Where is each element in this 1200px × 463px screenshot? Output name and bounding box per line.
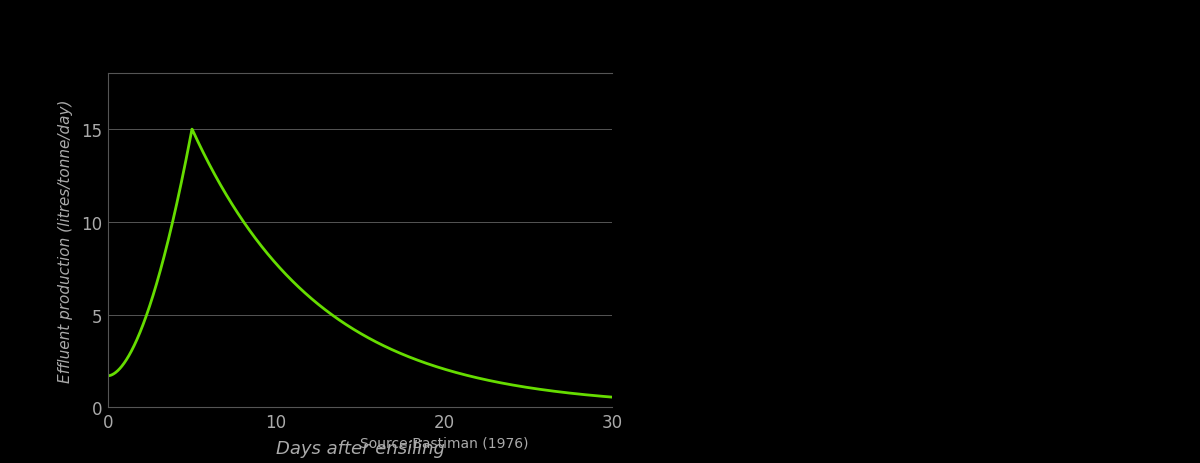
Text: Source:Bastiman (1976): Source:Bastiman (1976) xyxy=(360,435,528,449)
X-axis label: Days after ensiling: Days after ensiling xyxy=(276,439,444,457)
Y-axis label: Effluent production (litres/tonne/day): Effluent production (litres/tonne/day) xyxy=(58,100,73,382)
